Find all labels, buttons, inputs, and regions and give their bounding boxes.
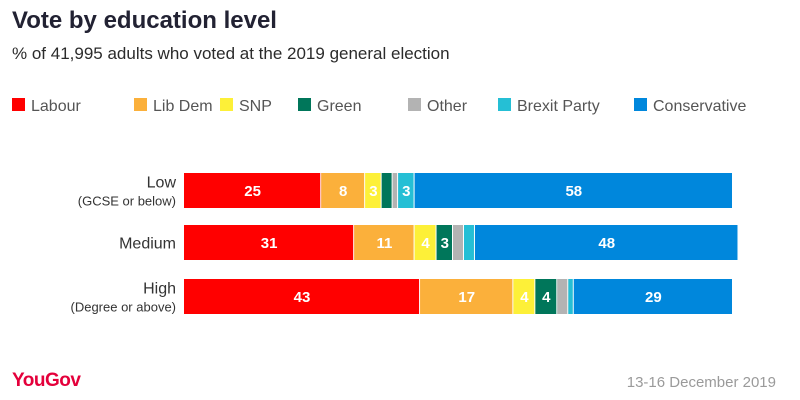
legend: Labour Lib Dem SNP Green Other Brexit Party Co… (12, 98, 746, 115)
category-sublabel-low: (GCSE or below) (78, 194, 176, 209)
category-labels: Low (GCSE or below) Medium High (Degree or a… (71, 175, 177, 315)
bar-low-snp (365, 173, 382, 208)
category-label-high: High (143, 281, 176, 298)
category-label-low: Low (147, 175, 177, 192)
bar-separator (320, 173, 322, 208)
bar-separator (364, 173, 366, 208)
bar-medium-other (453, 225, 464, 260)
data-label-low-brexit-party: 3 (402, 183, 410, 200)
data-label-high-conservative: 29 (645, 289, 662, 306)
category-sublabel-high: (Degree or above) (71, 300, 177, 315)
bar-separator (572, 279, 574, 314)
data-label-high-green: 4 (542, 289, 551, 306)
bar-medium-labour (184, 225, 355, 260)
data-label-medium-conservative: 48 (598, 235, 615, 252)
bar-high-green (535, 279, 558, 314)
bar-separator (567, 279, 569, 314)
legend-swatch-other (408, 98, 421, 111)
data-label-low-snp: 3 (369, 183, 377, 200)
data-label-low-labour: 25 (244, 183, 261, 200)
legend-label-lib-dem: Lib Dem (153, 98, 213, 115)
legend-swatch-snp (220, 98, 233, 111)
data-label-high-lib-dem: 17 (458, 289, 475, 306)
bar-separator (380, 173, 382, 208)
legend-label-other: Other (427, 98, 468, 115)
legend-label-brexit-party: Brexit Party (517, 98, 600, 115)
bar-high-conservative (573, 279, 733, 314)
legend-label-green: Green (317, 98, 361, 115)
legend-swatch-green (298, 98, 311, 111)
bar-medium-conservative (474, 225, 739, 260)
bar-separator (397, 173, 399, 208)
legend-label-snp: SNP (239, 98, 272, 115)
data-label-medium-lib-dem: 11 (376, 235, 392, 252)
bar-separator (473, 225, 475, 260)
legend-label-labour: Labour (31, 98, 81, 115)
data-label-medium-snp: 4 (421, 235, 430, 252)
bar-high-lib-dem (420, 279, 514, 314)
bar-separator (353, 225, 355, 260)
bar-high-other (557, 279, 569, 314)
bar-separator (732, 279, 733, 314)
data-label-medium-green: 3 (441, 235, 449, 252)
bar-separator (413, 225, 415, 260)
legend-label-conservative: Conservative (653, 98, 746, 115)
bar-high-labour (184, 279, 421, 314)
legend-swatch-conservative (634, 98, 647, 111)
data-label-low-lib-dem: 8 (339, 183, 347, 200)
bar-separator (435, 225, 437, 260)
fieldwork-date: 13-16 December 2019 (626, 374, 776, 391)
data-label-low-conservative: 58 (565, 183, 582, 200)
bar-high-snp (513, 279, 536, 314)
bar-low-labour (184, 173, 322, 208)
bar-low-conservative (414, 173, 733, 208)
legend-swatch-lib-dem (134, 98, 147, 111)
bar-separator (732, 173, 733, 208)
bar-medium-lib-dem (354, 225, 415, 260)
chart-subtitle: % of 41,995 adults who voted at the 2019… (12, 44, 450, 63)
bar-separator (462, 225, 464, 260)
bar-separator (452, 225, 454, 260)
bar-low-lib-dem (321, 173, 366, 208)
bar-separator (737, 225, 739, 260)
bar-separator (413, 173, 415, 208)
bar-medium-green (436, 225, 454, 260)
bar-high-brexit-party (568, 279, 574, 314)
bar-separator (419, 279, 421, 314)
category-label-medium: Medium (119, 236, 176, 253)
data-label-high-labour: 43 (294, 289, 311, 306)
bar-separator (512, 279, 514, 314)
bar-separator (534, 279, 536, 314)
bar-separator (556, 279, 558, 314)
chart-title: Vote by education level (12, 7, 277, 34)
legend-swatch-labour (12, 98, 25, 111)
data-label-high-snp: 4 (520, 289, 529, 306)
bar-low-brexit-party (398, 173, 415, 208)
bar-medium-snp (414, 225, 437, 260)
legend-swatch-brexit-party (498, 98, 511, 111)
data-label-medium-labour: 31 (261, 235, 278, 252)
stacked-bar-chart: Labour Lib Dem SNP Green Other Brexit Party Co… (12, 98, 746, 315)
bar-low-green (381, 173, 393, 208)
bar-separator (391, 173, 393, 208)
yougov-logo: YouGov (12, 370, 81, 391)
bar-low-other (392, 173, 399, 208)
bar-medium-brexit-party (463, 225, 475, 260)
